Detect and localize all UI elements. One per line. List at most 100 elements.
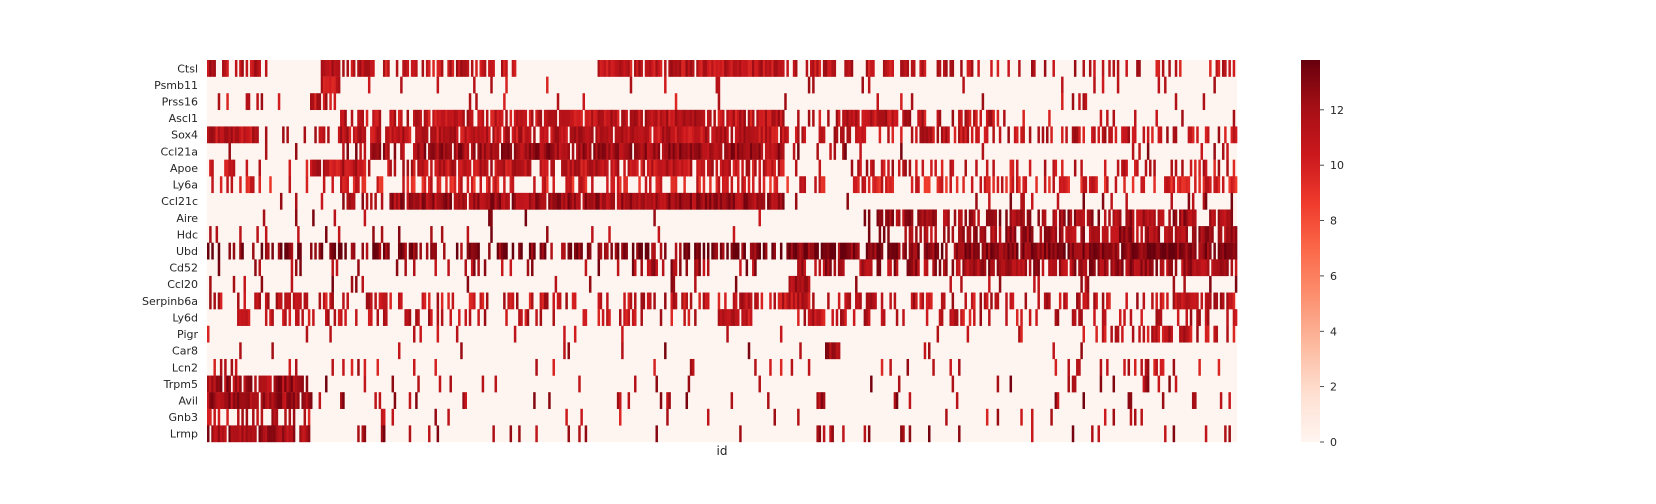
heatmap-cell	[758, 126, 761, 144]
heatmap-cell	[443, 109, 446, 127]
heatmap-cell	[964, 109, 967, 127]
heatmap-cell	[722, 60, 725, 77]
heatmap-cell	[333, 209, 337, 227]
heatmap-cell	[713, 192, 716, 210]
heatmap-cell	[717, 309, 721, 326]
heatmap-cell	[288, 408, 292, 426]
heatmap-cell	[342, 159, 345, 177]
heatmap-cell	[1114, 126, 1118, 144]
heatmap-cell	[421, 176, 425, 194]
heatmap-cell	[616, 259, 620, 277]
heatmap-cell	[754, 143, 757, 160]
heatmap-cell	[573, 159, 577, 177]
heatmap-cell	[1155, 358, 1158, 376]
heatmap-cell	[887, 209, 890, 227]
heatmap-cell	[215, 425, 219, 443]
heatmap-cell	[769, 358, 772, 376]
heatmap-cell	[664, 76, 667, 94]
colorbar-tick-label: 0	[1330, 436, 1337, 449]
heatmap-cell	[1191, 126, 1195, 144]
heatmap-cell	[413, 176, 416, 194]
heatmap-cell	[1140, 176, 1143, 194]
heatmap-cell	[1153, 242, 1156, 260]
heatmap-cell	[1020, 259, 1023, 277]
heatmap-cell	[432, 143, 435, 160]
heatmap-cell	[1093, 76, 1096, 94]
heatmap-cell	[779, 358, 783, 376]
heatmap-cell	[350, 109, 354, 127]
heatmap-cell	[1206, 226, 1210, 243]
heatmap-cell	[659, 242, 663, 260]
heatmap-cell	[891, 109, 895, 127]
gene-label-ascl1: Ascl1	[169, 112, 198, 125]
heatmap-cell	[1191, 292, 1195, 310]
heatmap-cell	[1157, 226, 1161, 243]
heatmap-cell	[1125, 259, 1128, 277]
heatmap-cell	[434, 408, 437, 426]
heatmap-cell	[451, 126, 455, 144]
heatmap-cell	[741, 176, 744, 194]
heatmap-cell	[419, 192, 422, 210]
heatmap-cell	[895, 109, 899, 127]
heatmap-cell	[217, 375, 221, 393]
heatmap-cell	[998, 259, 1002, 277]
heatmap-cell	[453, 126, 457, 144]
heatmap-cell	[990, 60, 993, 77]
heatmap-cell	[1101, 292, 1105, 310]
heatmap-cell	[670, 60, 673, 77]
heatmap-cell	[670, 109, 673, 127]
heatmap-cell	[402, 60, 405, 77]
heatmap-cell	[908, 425, 912, 443]
heatmap-cell	[1172, 358, 1176, 376]
heatmap-cell	[434, 126, 437, 144]
heatmap-cell	[985, 126, 989, 144]
heatmap-cell	[329, 60, 332, 77]
heatmap-cell	[1071, 425, 1075, 443]
heatmap-cell	[576, 242, 579, 260]
heatmap-cell	[906, 358, 910, 376]
heatmap-cell	[290, 375, 294, 393]
heatmap-cell	[505, 309, 508, 326]
heatmap-cell	[1127, 392, 1131, 409]
heatmap-cell	[438, 143, 442, 160]
heatmap-cell	[573, 325, 577, 343]
heatmap-cell	[1026, 242, 1030, 260]
heatmap-cell	[687, 375, 691, 393]
heatmap-cell	[481, 143, 485, 160]
heatmap-cell	[1183, 209, 1186, 227]
heatmap-cell	[1011, 176, 1015, 194]
heatmap-cell	[655, 60, 658, 77]
heatmap-cell	[213, 358, 216, 376]
heatmap-cell	[269, 425, 272, 443]
heatmap-cell	[777, 143, 781, 160]
heatmap-cell	[243, 126, 246, 144]
heatmap-cell	[378, 176, 382, 194]
heatmap-cell	[425, 60, 429, 77]
heatmap-cell	[1153, 159, 1156, 177]
heatmap-cell	[694, 126, 697, 144]
heatmap-cell	[674, 192, 678, 210]
heatmap-cell	[863, 109, 867, 127]
heatmap-cell	[421, 292, 425, 310]
heatmap-cell	[769, 176, 772, 194]
heatmap-cell	[983, 176, 987, 194]
heatmap-cell	[627, 159, 631, 177]
heatmap-cell	[715, 159, 719, 177]
heatmap-cell	[749, 60, 753, 77]
heatmap-cell	[1176, 242, 1180, 260]
heatmap-cell	[782, 292, 785, 310]
heatmap-cell	[1166, 176, 1169, 194]
heatmap-cell	[964, 159, 967, 177]
heatmap-cell	[1194, 176, 1197, 194]
heatmap-cell	[436, 192, 440, 210]
heatmap-cell	[928, 176, 931, 194]
heatmap-cell	[232, 425, 236, 443]
heatmap-cell	[844, 143, 847, 160]
heatmap-cell	[513, 192, 517, 210]
heatmap-cell	[320, 60, 324, 77]
heatmap-cell	[325, 375, 328, 393]
heatmap-cell	[1189, 309, 1193, 326]
heatmap-cell	[1103, 259, 1107, 277]
heatmap-cell	[1005, 309, 1008, 326]
heatmap-cell	[282, 126, 285, 144]
